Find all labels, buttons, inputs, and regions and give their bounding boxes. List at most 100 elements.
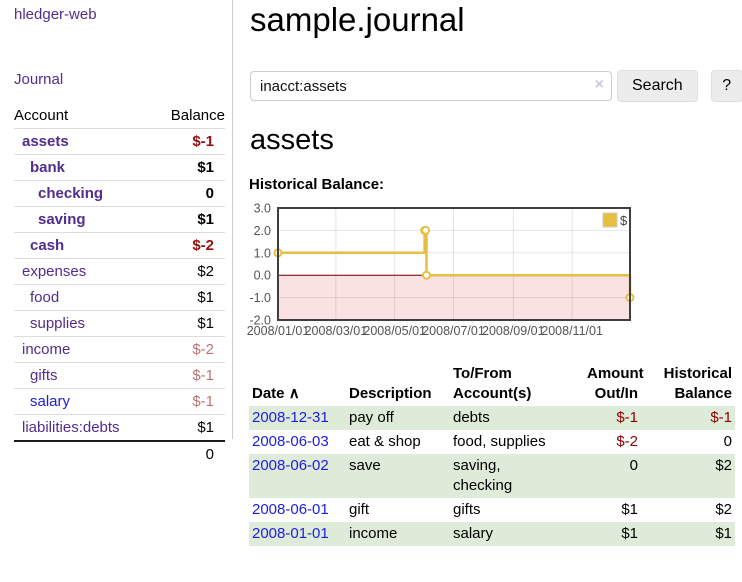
search-button[interactable]: Search [617, 70, 698, 102]
sidebar: hledger-web Journal Account Balance asse… [0, 0, 233, 439]
txn-date-link[interactable]: 2008-01-01 [252, 525, 329, 542]
account-link-saving[interactable]: saving [38, 211, 86, 228]
account-link-food[interactable]: food [30, 289, 59, 306]
svg-text:2008/09/01: 2008/09/01 [482, 324, 545, 338]
txn-date-link[interactable]: 2008-06-03 [252, 433, 329, 450]
txn-row: 2008-12-31 pay off debts $-1 $-1 [249, 406, 735, 430]
page-title: sample.journal [250, 1, 465, 39]
account-row-checking: checking 0 [14, 181, 225, 207]
account-balance: $-2 [153, 337, 225, 363]
account-link-cash[interactable]: cash [30, 237, 64, 254]
account-balance: $-1 [153, 129, 225, 155]
account-row-bank: bank $1 [14, 155, 225, 181]
txn-balance: $-1 [641, 406, 735, 430]
account-link-salary[interactable]: salary [30, 393, 70, 410]
svg-text:2008/01/01: 2008/01/01 [247, 324, 310, 338]
txn-amount: $1 [584, 498, 641, 522]
txn-date-link[interactable]: 2008-06-02 [252, 457, 329, 474]
main-content: sample.journal × Search ? assets Histori… [249, 0, 742, 582]
svg-text:2.0: 2.0 [254, 224, 271, 238]
svg-text:2008/11/01: 2008/11/01 [541, 324, 603, 338]
account-link-assets[interactable]: assets [22, 133, 69, 150]
txn-date-link[interactable]: 2008-12-31 [252, 409, 329, 426]
account-row-supplies: supplies $1 [14, 311, 225, 337]
txn-date-link[interactable]: 2008-06-01 [252, 501, 329, 518]
accounts-table: Account Balance assets $-1 bank $1 check… [14, 103, 225, 467]
account-heading: assets [250, 124, 334, 157]
account-balance: $-1 [153, 389, 225, 415]
txn-row: 2008-01-01 income salary $1 $1 [249, 522, 735, 546]
txn-accounts: food, supplies [450, 430, 584, 454]
account-row-income: income $-2 [14, 337, 225, 363]
txn-amount: $-1 [584, 406, 641, 430]
account-balance: $1 [153, 311, 225, 337]
account-link-gifts[interactable]: gifts [30, 367, 58, 384]
txn-amount: $1 [584, 522, 641, 546]
help-button[interactable]: ? [711, 70, 742, 102]
account-link-income[interactable]: income [22, 341, 70, 358]
account-row-salary: salary $-1 [14, 389, 225, 415]
svg-text:-1.0: -1.0 [249, 291, 271, 305]
search-box: × [250, 71, 612, 101]
account-row-expenses: expenses $2 [14, 259, 225, 285]
search-form: × Search ? [250, 70, 742, 102]
txn-balance: 0 [641, 430, 735, 454]
nav-journal-link[interactable]: Journal [14, 71, 63, 88]
txn-header-row: Date ∧ Description To/From Account(s) Am… [249, 362, 735, 406]
txn-accounts: debts [450, 406, 584, 430]
account-balance: $-1 [153, 363, 225, 389]
clear-search-icon[interactable]: × [595, 76, 604, 94]
accounts-header-balance: Balance [153, 103, 225, 129]
txn-description: income [346, 522, 450, 546]
txn-row: 2008-06-02 save saving, checking 0 $2 [249, 454, 735, 498]
txn-balance: $2 [641, 454, 735, 498]
txn-row: 2008-06-01 gift gifts $1 $2 [249, 498, 735, 522]
account-row-liabilities-debts: liabilities:debts $1 [14, 415, 225, 442]
account-row-assets: assets $-1 [14, 129, 225, 155]
svg-text:$: $ [620, 213, 628, 228]
account-balance: $1 [153, 155, 225, 181]
txn-balance: $2 [641, 498, 735, 522]
txn-header-description: Description [346, 362, 450, 406]
txn-amount: 0 [584, 454, 641, 498]
account-link-checking[interactable]: checking [38, 185, 103, 202]
svg-text:2008/07/01: 2008/07/01 [422, 324, 485, 338]
accounts-total-value: 0 [153, 441, 225, 467]
svg-text:0.0: 0.0 [254, 269, 271, 283]
account-row-cash: cash $-2 [14, 233, 225, 259]
balance-chart-svg: $3.02.01.00.0-1.0-2.02008/01/012008/03/0… [244, 203, 644, 345]
svg-text:1.0: 1.0 [254, 246, 271, 260]
account-row-food: food $1 [14, 285, 225, 311]
balance-chart: $3.02.01.00.0-1.0-2.02008/01/012008/03/0… [244, 203, 644, 345]
txn-description: eat & shop [346, 430, 450, 454]
txn-description: pay off [346, 406, 450, 430]
txn-amount: $-2 [584, 430, 641, 454]
accounts-header-account: Account [14, 103, 153, 129]
account-balance: $1 [153, 285, 225, 311]
txn-header-amount: Amount Out/In [584, 362, 641, 406]
txn-balance: $1 [641, 522, 735, 546]
txn-header-tofrom: To/From Account(s) [450, 362, 584, 406]
txn-accounts: salary [450, 522, 584, 546]
txn-description: gift [346, 498, 450, 522]
app-title-link[interactable]: hledger-web [14, 6, 97, 23]
account-balance: $1 [153, 207, 225, 233]
account-link-bank[interactable]: bank [30, 159, 65, 176]
accounts-total-row: 0 [14, 441, 225, 467]
transactions-table: Date ∧ Description To/From Account(s) Am… [249, 362, 735, 546]
svg-text:2008/05/01: 2008/05/01 [363, 324, 426, 338]
txn-header-date[interactable]: Date ∧ [249, 362, 346, 406]
account-link-liabilities-debts[interactable]: liabilities:debts [22, 419, 120, 436]
accounts-header-row: Account Balance [14, 103, 225, 129]
txn-description: save [346, 454, 450, 498]
search-input[interactable] [250, 71, 612, 101]
chart-section-label: Historical Balance: [249, 176, 384, 193]
account-link-expenses[interactable]: expenses [22, 263, 86, 280]
txn-accounts: gifts [450, 498, 584, 522]
account-row-gifts: gifts $-1 [14, 363, 225, 389]
account-link-supplies[interactable]: supplies [30, 315, 85, 332]
sort-ascending-icon: ∧ [289, 385, 300, 402]
txn-accounts: saving, checking [450, 454, 584, 498]
account-row-saving: saving $1 [14, 207, 225, 233]
account-balance: $-2 [153, 233, 225, 259]
